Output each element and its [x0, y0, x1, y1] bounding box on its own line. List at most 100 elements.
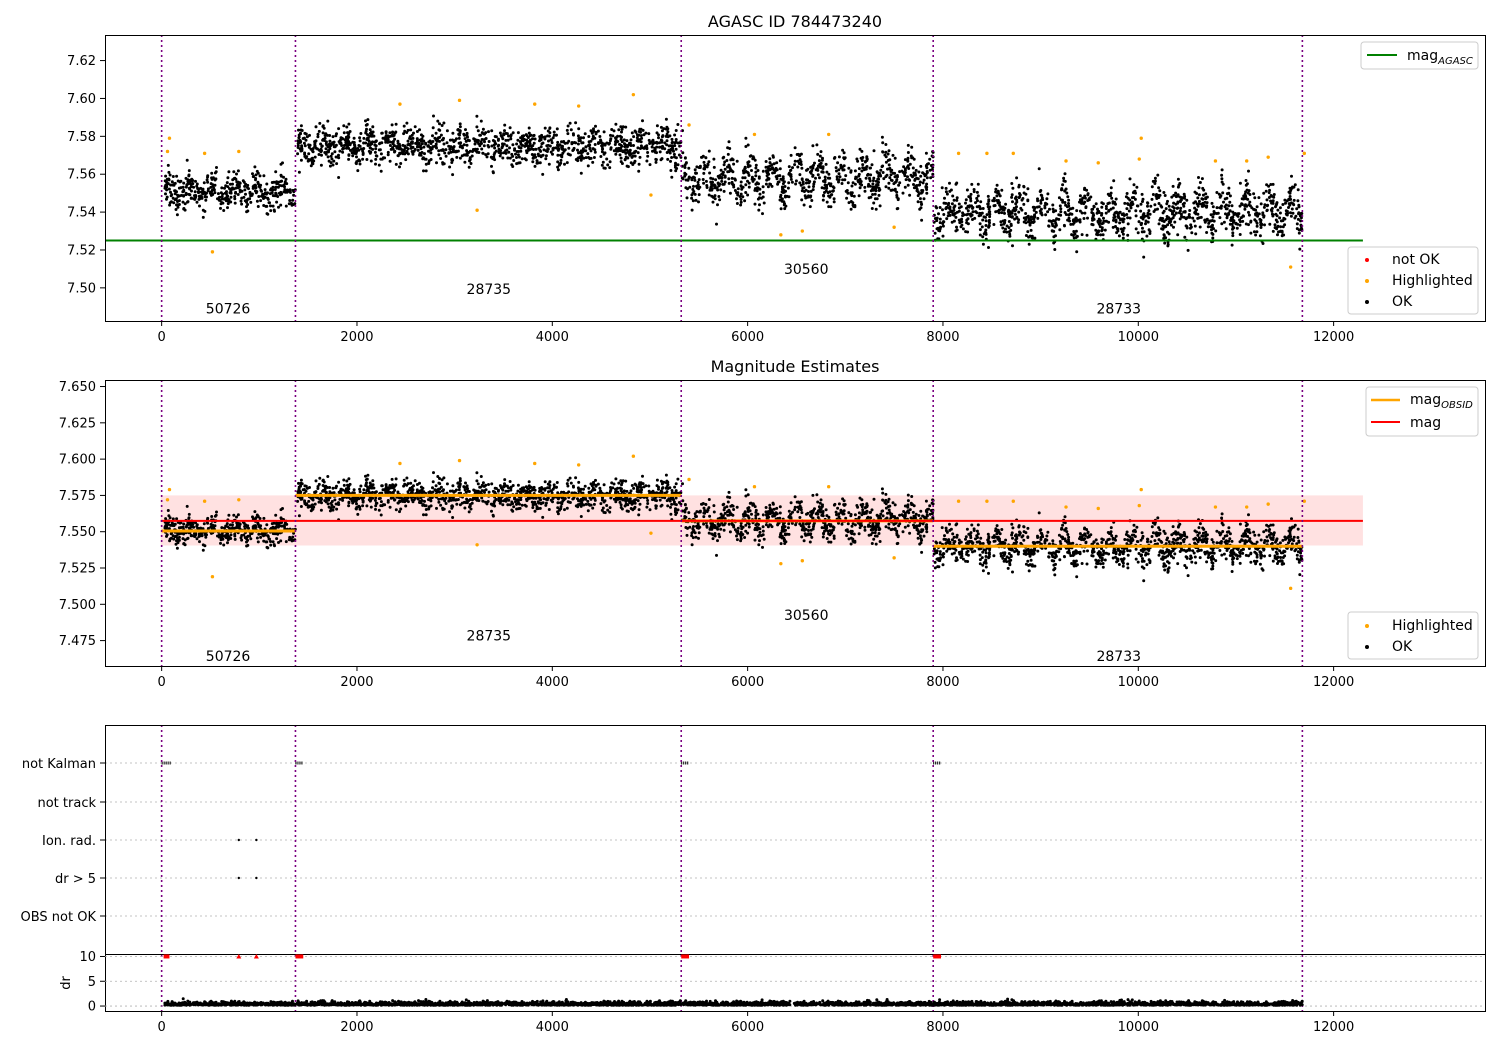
panel-2-obsid-labels: 50726 28735 30560 28733 — [206, 608, 1141, 665]
legend-marker-highlighted — [1365, 624, 1369, 628]
y-tick-label: 7.54 — [67, 206, 96, 221]
panel-flags: not Kalman not track Ion. rad. dr > 5 OB… — [21, 725, 1486, 1035]
y-tick-label: 7.550 — [59, 525, 96, 540]
y-tick-label: 7.625 — [59, 416, 96, 431]
y-tick-label: 7.52 — [67, 243, 96, 258]
dr-points — [163, 997, 1304, 1007]
highlighted-point — [237, 498, 241, 502]
highlighted-point — [1139, 487, 1143, 492]
flag-label-ion-rad: Ion. rad. — [42, 834, 96, 849]
plot-layer — [105, 35, 1363, 321]
highlighted-point — [631, 92, 636, 97]
x-tick-label: 2000 — [340, 675, 373, 690]
panel-agasc: AGASC ID 784473240 0 2000 4000 6000 8000 1000… — [67, 12, 1486, 345]
legend-label-not-ok: not OK — [1392, 252, 1440, 268]
highlighted-point — [649, 193, 653, 197]
highlighted-point — [167, 487, 172, 492]
panel-2-x-axis: 0 2000 4000 6000 8000 10000 12000 — [158, 666, 1354, 690]
panel-1-legend-markers: not OK Highlighted OK — [1347, 246, 1479, 315]
x-tick-label: 10000 — [1118, 330, 1159, 345]
x-tick-label: 6000 — [731, 330, 764, 345]
highlighted-point — [210, 250, 215, 254]
legend-label-highlighted: Highlighted — [1392, 273, 1473, 289]
panel-1-y-axis: 7.50 7.52 7.54 7.56 7.58 7.60 7.62 — [67, 54, 105, 296]
y-tick-label: 7.56 — [67, 168, 96, 183]
highlighted-point — [576, 104, 581, 108]
highlighted-point — [1011, 151, 1015, 156]
highlighted-point — [165, 498, 170, 502]
highlighted-point — [237, 149, 241, 154]
highlighted-point — [985, 151, 989, 156]
highlighted-point — [475, 543, 479, 547]
highlighted-point — [800, 229, 805, 233]
flag-label-dr-gt-5: dr > 5 — [55, 872, 96, 887]
highlighted-point — [1064, 505, 1068, 509]
y-tick-label: 7.475 — [59, 634, 96, 649]
highlighted-point — [1011, 499, 1015, 503]
panel-1-frame — [105, 35, 1486, 322]
x-tick-label: 4000 — [536, 330, 569, 345]
obsid-label: 28735 — [467, 282, 512, 298]
legend-label-ok: OK — [1392, 294, 1413, 310]
legend-label-ok: OK — [1392, 639, 1413, 655]
highlighted-point — [687, 123, 691, 127]
flag-label-not-kalman: not Kalman — [22, 757, 96, 772]
highlighted-point — [167, 136, 172, 140]
panel-3-dr-y-axis: 0 5 10 — [79, 950, 105, 1015]
panel-3-flag-labels: not Kalman not track Ion. rad. dr > 5 OB… — [21, 757, 97, 925]
x-tick-label: 0 — [158, 1020, 166, 1035]
y-tick-label: 7.650 — [59, 380, 96, 395]
highlighted-point — [956, 151, 961, 156]
flag-label-not-track: not track — [37, 796, 96, 811]
x-tick-label: 6000 — [731, 1020, 764, 1035]
panel-2-legend-lines: magOBSID mag — [1365, 386, 1479, 437]
panel-2-legend-markers: Highlighted OK — [1347, 611, 1479, 660]
highlighted-point — [1096, 506, 1100, 511]
highlighted-point — [826, 485, 831, 489]
x-tick-label: 10000 — [1118, 675, 1159, 690]
dr-clipped-mark — [253, 953, 259, 959]
highlighted-point — [1064, 159, 1068, 163]
legend-marker-ok — [1365, 645, 1369, 649]
flag-mark — [237, 838, 241, 842]
obsid-label: 50726 — [206, 649, 251, 665]
highlighted-point — [892, 225, 896, 229]
panel-1-x-axis: 0 2000 4000 6000 8000 10000 12000 — [158, 321, 1354, 345]
dr-y-tick-label: 0 — [88, 1000, 96, 1015]
x-tick-label: 4000 — [536, 675, 569, 690]
highlighted-point — [210, 575, 215, 579]
highlighted-point — [202, 151, 207, 156]
highlighted-point — [956, 499, 961, 503]
panel-2-plot-area — [160, 380, 1363, 666]
highlighted-point — [892, 556, 896, 560]
x-tick-label: 8000 — [926, 330, 959, 345]
flag-label-obs-not-ok: OBS not OK — [21, 910, 97, 925]
highlighted-point — [1288, 265, 1293, 269]
y-tick-label: 7.525 — [59, 562, 96, 577]
y-tick-label: 7.62 — [67, 54, 96, 69]
x-tick-label: 2000 — [340, 330, 373, 345]
y-tick-label: 7.50 — [67, 281, 96, 296]
x-tick-label: 0 — [158, 330, 166, 345]
highlighted-point — [631, 454, 636, 458]
legend-box — [1360, 41, 1479, 70]
x-tick-label: 0 — [158, 675, 166, 690]
highlighted-point — [1266, 502, 1270, 506]
highlighted-point — [826, 132, 831, 137]
highlighted-point — [752, 485, 757, 489]
flag-mark — [255, 876, 258, 880]
highlighted-point — [1266, 155, 1270, 159]
legend-label-highlighted: Highlighted — [1392, 618, 1473, 634]
x-tick-label: 12000 — [1313, 330, 1354, 345]
obsid-label: 28735 — [467, 629, 512, 645]
ok-points — [163, 114, 1304, 259]
panel-3-flag-area — [100, 725, 1485, 1011]
y-tick-label: 7.600 — [59, 453, 96, 468]
y-tick-label: 7.575 — [59, 489, 96, 504]
highlighted-point — [475, 208, 479, 212]
legend-box — [1347, 246, 1479, 315]
legend-marker-highlighted — [1365, 279, 1369, 283]
highlighted-point — [649, 531, 653, 535]
highlighted-point — [985, 499, 989, 503]
